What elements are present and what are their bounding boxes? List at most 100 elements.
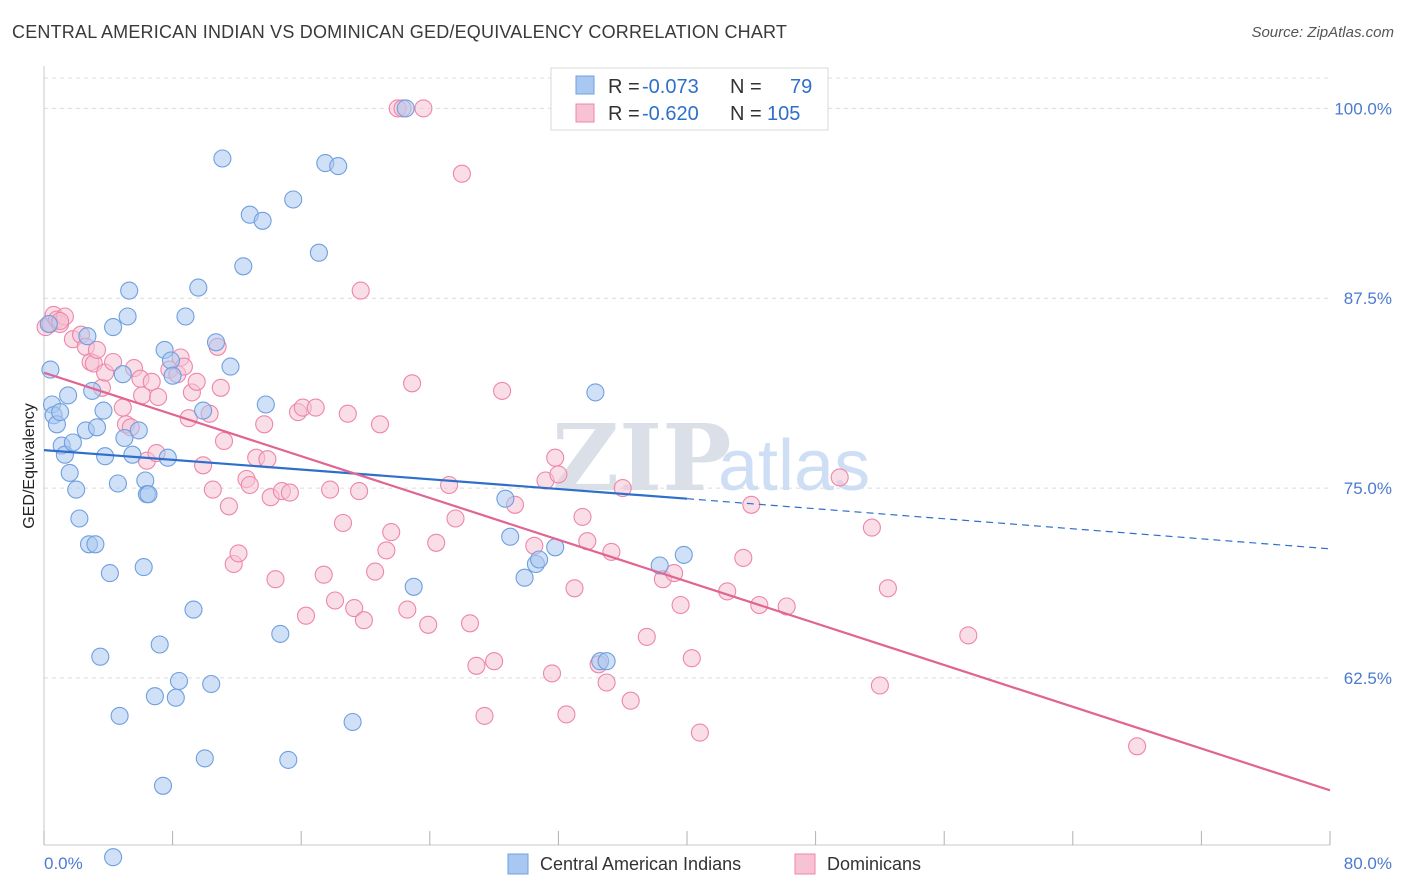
dominican-point (665, 564, 684, 583)
y-tick-label: 87.5% (1344, 289, 1392, 308)
central-american-indian-point (674, 545, 693, 564)
dominican-point (187, 372, 206, 391)
dominican-point (419, 615, 438, 634)
dominican-point (203, 480, 222, 499)
watermark: ZIP atlas (552, 404, 870, 512)
dominican-point (493, 381, 512, 400)
central-american-indian-point (110, 706, 129, 725)
dominican-point (597, 673, 616, 692)
central-american-indian-point (78, 327, 97, 346)
legend-n-label-2: N = (730, 103, 762, 125)
legend-r-value-1: -0.073 (642, 76, 699, 98)
dominican-point (280, 483, 299, 502)
central-american-indian-point (118, 307, 137, 326)
y-tick-label: 62.5% (1344, 669, 1392, 688)
central-american-indian-point (501, 527, 520, 546)
dominican-point (314, 565, 333, 584)
central-american-indian-point (145, 687, 164, 706)
central-american-indian-point (51, 403, 70, 422)
central-american-indian-point (91, 647, 110, 666)
central-american-indian-point (153, 776, 173, 795)
central-american-indian-point (206, 333, 226, 352)
central-american-indian-point (161, 351, 181, 370)
dominican-point (440, 475, 459, 495)
central-american-indian-point (86, 535, 105, 554)
central-american-indian-point (530, 550, 549, 569)
dominican-point (830, 468, 849, 487)
dominican-point (475, 706, 494, 725)
central-american-indian-point (309, 243, 328, 262)
dominican-point (219, 497, 238, 516)
y-tick-label: 75.0% (1344, 479, 1392, 498)
dominican-point (354, 611, 373, 630)
central-american-indian-point (284, 190, 303, 209)
bottom-legend-swatch-pink (794, 853, 816, 875)
central-american-indian-point (256, 395, 275, 414)
central-american-indian-point (213, 149, 232, 168)
x-tick-max: 80.0% (1344, 854, 1392, 873)
central-american-indians-points (39, 99, 693, 867)
central-american-indian-point (343, 712, 362, 732)
dominican-point (959, 626, 978, 645)
dominican-point (142, 372, 161, 391)
dominican-point (211, 378, 230, 397)
central-american-indian-point (271, 624, 290, 643)
central-american-indian-point (597, 652, 616, 671)
legend-r-label-2: R = (608, 103, 640, 125)
dominican-point (266, 570, 285, 589)
central-american-indian-point (87, 418, 107, 437)
central-american-indian-point (496, 489, 515, 508)
dominican-point (542, 664, 562, 683)
chart-title: CENTRAL AMERICAN INDIAN VS DOMINICAN GED… (12, 22, 788, 42)
bottom-legend-label-blue: Central American Indians (540, 854, 741, 874)
central-american-indian-point (115, 428, 134, 448)
y-tick-label: 100.0% (1334, 99, 1392, 118)
trend-lines (43, 371, 1331, 792)
central-american-indian-point (195, 749, 214, 768)
legend-r-label-1: R = (608, 76, 640, 98)
trend-line-central-american-indians-extension (686, 498, 1331, 550)
dominican-point (467, 656, 486, 675)
chart-source: Source: ZipAtlas.com (1251, 24, 1394, 41)
dominican-point (671, 595, 690, 615)
dominican-point (214, 431, 234, 451)
axes (43, 66, 1331, 846)
central-american-indian-point (184, 600, 203, 619)
dominican-point (621, 691, 640, 710)
dominican-point (306, 398, 325, 417)
central-american-indian-point (104, 318, 123, 337)
legend-swatch-pink (575, 103, 595, 123)
grid-lines (44, 77, 1330, 679)
dominican-point (149, 387, 168, 407)
dominican-point (229, 544, 248, 563)
legend-box: R = -0.073 N = 79 R = -0.620 N = 105 (550, 67, 829, 131)
central-american-indian-point (120, 281, 139, 300)
bottom-legend-label-pink: Dominicans (827, 854, 921, 874)
dominican-point (446, 509, 465, 528)
central-american-indian-point (166, 688, 185, 707)
central-american-indian-point (123, 445, 142, 464)
dominican-point (398, 600, 417, 619)
central-american-indian-point (104, 848, 123, 867)
central-american-indian-point (129, 421, 148, 440)
dominican-point (370, 415, 390, 434)
central-american-indian-point (63, 433, 82, 452)
central-american-indian-point (108, 474, 127, 493)
dominican-point (350, 482, 369, 501)
dominican-point (452, 164, 471, 183)
dominican-point (546, 448, 565, 467)
dominican-point (565, 579, 584, 598)
dominican-point (485, 652, 504, 671)
dominican-point (255, 415, 274, 434)
central-american-indian-point (176, 307, 195, 326)
central-american-indian-point (150, 635, 169, 654)
dominican-point (321, 480, 340, 499)
dominican-point (382, 523, 401, 542)
central-american-indian-point (221, 357, 240, 376)
watermark-atlas: atlas (718, 426, 870, 506)
central-american-indian-point (253, 211, 272, 230)
central-american-indian-point (139, 485, 158, 504)
legend-swatch-blue (575, 75, 595, 95)
y-tick-labels: 62.5% 75.0% 87.5% 100.0% (1334, 99, 1392, 688)
central-american-indian-point (396, 99, 415, 118)
